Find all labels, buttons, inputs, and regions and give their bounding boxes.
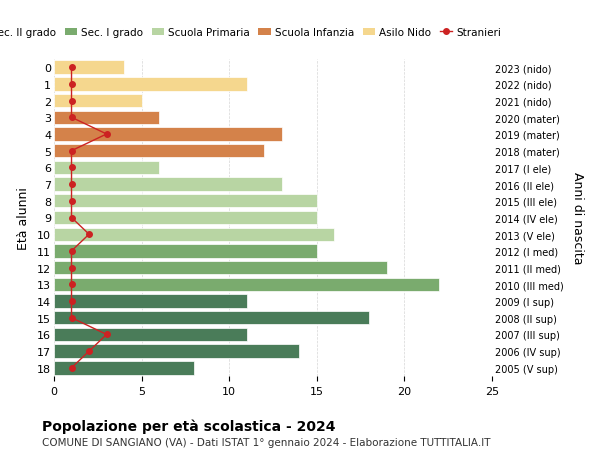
- Bar: [54, 345, 299, 358]
- Bar: [54, 145, 264, 158]
- Bar: [54, 112, 159, 125]
- Bar: [54, 328, 247, 341]
- Bar: [54, 295, 247, 308]
- Bar: [54, 78, 247, 91]
- Y-axis label: Anni di nascita: Anni di nascita: [571, 172, 584, 264]
- Legend: Sec. II grado, Sec. I grado, Scuola Primaria, Scuola Infanzia, Asilo Nido, Stran: Sec. II grado, Sec. I grado, Scuola Prim…: [0, 24, 505, 42]
- Bar: [54, 245, 317, 258]
- Bar: [54, 228, 334, 241]
- Y-axis label: Età alunni: Età alunni: [17, 187, 30, 249]
- Bar: [54, 278, 439, 291]
- Bar: [54, 62, 124, 75]
- Bar: [54, 178, 282, 191]
- Bar: [54, 128, 282, 141]
- Bar: [54, 195, 317, 208]
- Text: Popolazione per età scolastica - 2024: Popolazione per età scolastica - 2024: [42, 419, 335, 433]
- Text: COMUNE DI SANGIANO (VA) - Dati ISTAT 1° gennaio 2024 - Elaborazione TUTTITALIA.I: COMUNE DI SANGIANO (VA) - Dati ISTAT 1° …: [42, 437, 491, 447]
- Bar: [54, 311, 370, 325]
- Bar: [54, 211, 317, 225]
- Bar: [54, 361, 194, 375]
- Bar: [54, 95, 142, 108]
- Bar: [54, 162, 159, 175]
- Bar: [54, 261, 387, 274]
